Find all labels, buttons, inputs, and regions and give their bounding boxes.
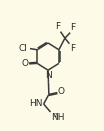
Text: O: O: [58, 87, 65, 96]
Text: F: F: [70, 44, 75, 53]
Text: N: N: [45, 71, 51, 80]
Text: F: F: [71, 23, 76, 32]
Text: Cl: Cl: [19, 43, 28, 53]
Text: NH: NH: [51, 113, 64, 122]
Text: 2: 2: [54, 113, 58, 118]
Text: F: F: [55, 22, 60, 31]
Text: O: O: [21, 59, 28, 68]
Text: HN: HN: [29, 99, 43, 108]
